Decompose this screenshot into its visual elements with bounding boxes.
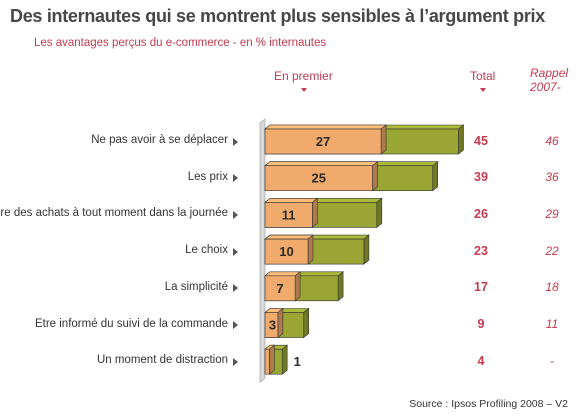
data-label-first-5: 3 — [269, 318, 276, 333]
header-recall-line1: Rappel — [530, 66, 569, 80]
bar-total-6-side — [281, 344, 288, 375]
category-label-0: Ne pas avoir à se déplacer — [91, 134, 228, 146]
total-value-4: 17 — [474, 280, 488, 295]
row-marker-icon-0 — [233, 137, 238, 146]
bar-first-2 — [264, 202, 313, 228]
row-marker-icon-3 — [233, 247, 238, 256]
category-label-3: Le choix — [185, 244, 228, 257]
bar-first-3 — [264, 238, 309, 265]
category-label-5: Etre informé du suivi de la commande — [34, 317, 228, 330]
total-value-2: 26 — [474, 206, 488, 221]
row-marker-icon-5 — [233, 321, 238, 329]
data-label-first-1: 25 — [312, 171, 326, 186]
bar-first-4-top — [264, 271, 301, 277]
total-value-0: 45 — [474, 133, 488, 148]
row-marker-icon-6 — [233, 357, 238, 366]
bar-first-0-side — [380, 124, 387, 155]
category-label-4: La simplicité — [164, 280, 228, 293]
data-label-first-3: 10 — [279, 244, 293, 259]
row-marker-icon-4 — [233, 284, 238, 293]
bar-first-2-side — [311, 197, 318, 229]
bar-first-0-top — [264, 124, 387, 130]
source-note: Source : Ipsos Profiling 2008 – V2 — [409, 398, 568, 410]
bar-first-0 — [264, 128, 382, 155]
category-label-6: Un moment de distraction — [96, 354, 228, 367]
header-first: En premier — [274, 69, 333, 83]
header-total-arrow-icon — [480, 88, 486, 92]
chart-subtitle: Les avantages perçus du e-commerce - en … — [34, 37, 327, 49]
bar-total-2-side — [376, 197, 383, 229]
bar-first-3-side — [307, 234, 314, 265]
recall-value-1: 36 — [545, 170, 559, 185]
bar-total-3-side — [363, 234, 370, 265]
header-total: Total — [470, 69, 496, 83]
bar-first-5-side — [277, 307, 284, 339]
bar-first-4-side — [294, 271, 301, 302]
row-marker-icon-2 — [233, 210, 238, 219]
bar-first-3-top — [264, 234, 314, 240]
bar-first-6 — [264, 348, 270, 375]
header-recall-line2: 2007- — [530, 80, 561, 94]
bar-first-1-side — [372, 161, 378, 192]
recall-value-6: - — [550, 353, 554, 368]
data-label-first-0: 27 — [316, 134, 330, 149]
bar-first-4 — [264, 275, 296, 302]
header-recall: Rappel 2007- — [530, 66, 568, 94]
data-label-first-4: 7 — [276, 281, 283, 296]
header-first-arrow-icon — [301, 88, 307, 92]
total-value-6: 4 — [477, 353, 485, 368]
bar-total-4-side — [337, 271, 344, 302]
axis-wall — [259, 118, 266, 383]
total-value-3: 23 — [474, 243, 488, 258]
data-label-first-2: 11 — [282, 207, 296, 222]
bar-total-0-side — [458, 124, 464, 155]
bar-total-1-side — [432, 161, 439, 192]
bar-total-5-side — [303, 307, 310, 339]
bar-first-5 — [264, 312, 279, 338]
total-value-1: 39 — [474, 170, 488, 185]
data-label-first-6: 1 — [294, 354, 301, 369]
bar-first-2-top — [264, 198, 319, 203]
recall-value-0: 46 — [545, 133, 559, 148]
category-label-2: Faire des achats à tout moment dans la j… — [0, 207, 228, 220]
recall-value-2: 29 — [545, 206, 559, 221]
bar-first-1-top — [264, 161, 379, 166]
row-marker-icon-1 — [233, 174, 238, 183]
bar-first-1 — [264, 165, 373, 191]
recall-value-3: 22 — [545, 243, 559, 258]
recall-value-5: 11 — [545, 317, 559, 331]
category-label-1: Les prix — [187, 170, 228, 183]
bar-first-6-side — [268, 344, 275, 375]
recall-value-4: 18 — [545, 280, 559, 295]
chart-title: Des internautes qui se montrent plus sen… — [10, 6, 545, 26]
total-value-5: 9 — [477, 317, 485, 331]
